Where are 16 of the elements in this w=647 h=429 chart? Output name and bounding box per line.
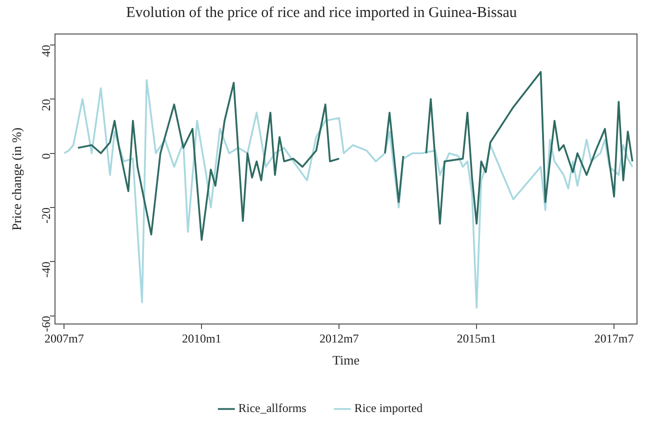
y-axis-title: Price change (in %): [9, 128, 24, 230]
x-axis-title: Time: [332, 352, 360, 368]
x-tick-label: 2015m1: [456, 331, 496, 346]
y-tick-label: -40: [39, 262, 54, 278]
y-tick-label: 20: [39, 99, 54, 112]
y-tick-label: 0: [39, 153, 54, 160]
x-tick-label: 2017m7: [594, 331, 634, 346]
y-tick-label: -20: [39, 207, 54, 224]
x-tick-label: 2012m7: [319, 331, 359, 346]
chart-title: Evolution of the price of rice and rice imported in Guinea-Bissau: [126, 4, 518, 21]
x-tick-label: 2010m1: [182, 331, 222, 346]
y-tick-label: -60: [39, 316, 54, 332]
legend-label: Rice imported: [354, 401, 423, 416]
legend-label: Rice_allforms: [238, 401, 307, 416]
x-tick-label: 2007m7: [44, 331, 84, 346]
y-tick-label: 40: [39, 44, 54, 57]
